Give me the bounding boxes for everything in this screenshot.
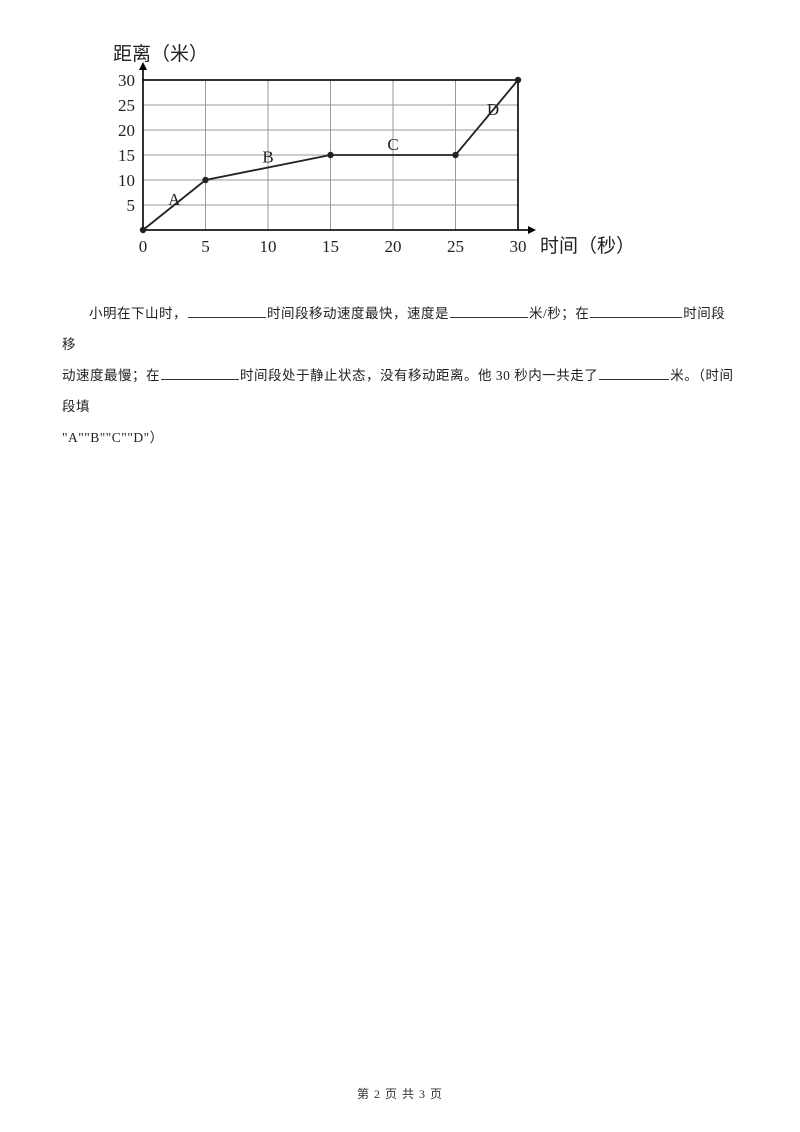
- svg-text:20: 20: [118, 121, 135, 140]
- svg-text:0: 0: [139, 237, 148, 256]
- distance-time-chart: 0 5 10 15 20 25 30 5 10 15 20 25 30 距离（米） 时间（秒） A B C D: [88, 40, 638, 275]
- svg-text:30: 30: [118, 71, 135, 90]
- page-footer: 第 2 页 共 3 页: [0, 1085, 800, 1102]
- svg-text:15: 15: [118, 146, 135, 165]
- chart-svg: 0 5 10 15 20 25 30 5 10 15 20 25 30 距离（米） 时间（秒） A B C D: [88, 40, 638, 270]
- svg-text:B: B: [262, 148, 273, 167]
- footer-text: 第 2 页 共 3 页: [357, 1087, 443, 1101]
- blank-5: [599, 366, 669, 381]
- svg-text:D: D: [487, 100, 499, 119]
- blank-2: [450, 304, 528, 319]
- q-text: 时间段移动速度最快，速度是: [267, 306, 449, 321]
- svg-text:5: 5: [201, 237, 210, 256]
- q-text: 时间段处于静止状态，没有移动距离。他 30 秒内一共走了: [240, 368, 598, 383]
- q-text: 小明在下山时，: [89, 306, 187, 321]
- svg-text:距离（米）: 距离（米）: [113, 43, 208, 65]
- q-text: "A""B""C""D"）: [62, 430, 164, 445]
- blank-4: [161, 366, 239, 381]
- svg-text:时间（秒）: 时间（秒）: [540, 235, 635, 257]
- svg-text:A: A: [168, 190, 181, 209]
- svg-text:30: 30: [510, 237, 527, 256]
- q-text: 米/秒；在: [529, 306, 589, 321]
- blank-3: [590, 304, 682, 319]
- svg-text:25: 25: [447, 237, 464, 256]
- question-text: 小明在下山时，时间段移动速度最快，速度是米/秒；在时间段移 动速度最慢；在时间段…: [62, 298, 738, 453]
- svg-text:15: 15: [322, 237, 339, 256]
- svg-text:20: 20: [385, 237, 402, 256]
- svg-text:C: C: [387, 135, 398, 154]
- svg-text:5: 5: [127, 196, 136, 215]
- svg-text:10: 10: [260, 237, 277, 256]
- svg-text:10: 10: [118, 171, 135, 190]
- svg-text:25: 25: [118, 96, 135, 115]
- blank-1: [188, 304, 266, 319]
- q-text: 动速度最慢；在: [62, 368, 160, 383]
